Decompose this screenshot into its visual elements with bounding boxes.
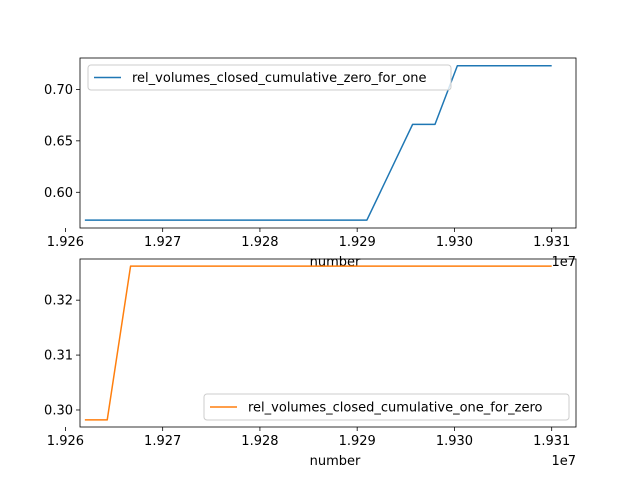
y-tick-label: 0.32: [44, 294, 73, 309]
y-tick-label: 0.60: [44, 186, 73, 201]
x-tick-label: 1.929: [339, 235, 376, 250]
series-line: [84, 64, 552, 221]
chart-top: 1.926 1.927 1.928 1.929 1.930 1.931 0.60 0.65 0.…: [44, 57, 577, 270]
plot-frame: [79, 57, 577, 229]
legend: rel_volumes_closed_cumulative_zero_for_o…: [87, 64, 452, 91]
legend: rel_volumes_closed_cumulative_one_for_ze…: [203, 393, 570, 421]
y-tick-label: 0.30: [44, 403, 73, 418]
legend-box: [87, 64, 452, 91]
legend-label: rel_volumes_closed_cumulative_one_for_ze…: [248, 401, 543, 416]
x-offset-label: 1e7: [551, 454, 576, 469]
series-line: [84, 265, 552, 421]
x-axis-label: number: [310, 454, 361, 469]
x-tick-label: 1.931: [533, 235, 570, 250]
x-tick-label: 1.928: [241, 434, 278, 449]
x-tick-label: 1.927: [144, 434, 181, 449]
x-tick-label: 1.930: [436, 235, 473, 250]
y-tick-label: 0.70: [44, 83, 73, 98]
y-tick-label: 0.31: [44, 349, 73, 364]
x-tick-label: 1.926: [47, 235, 84, 250]
legend-box: [203, 393, 570, 421]
x-tick-label: 1.930: [436, 434, 473, 449]
x-tick-label: 1.926: [47, 434, 84, 449]
legend-label: rel_volumes_closed_cumulative_zero_for_o…: [132, 71, 427, 86]
x-offset-label: 1e7: [551, 255, 576, 270]
x-tick-label: 1.929: [339, 434, 376, 449]
plot-frame: [79, 258, 577, 428]
chart-bottom: 1.926 1.927 1.928 1.929 1.930 1.931 0.30 0.31 0.…: [44, 258, 577, 469]
x-tick-label: 1.931: [533, 434, 570, 449]
x-tick-label: 1.927: [144, 235, 181, 250]
x-tick-label: 1.928: [241, 235, 278, 250]
y-tick-label: 0.65: [44, 134, 73, 149]
x-axis-label: number: [310, 255, 361, 270]
